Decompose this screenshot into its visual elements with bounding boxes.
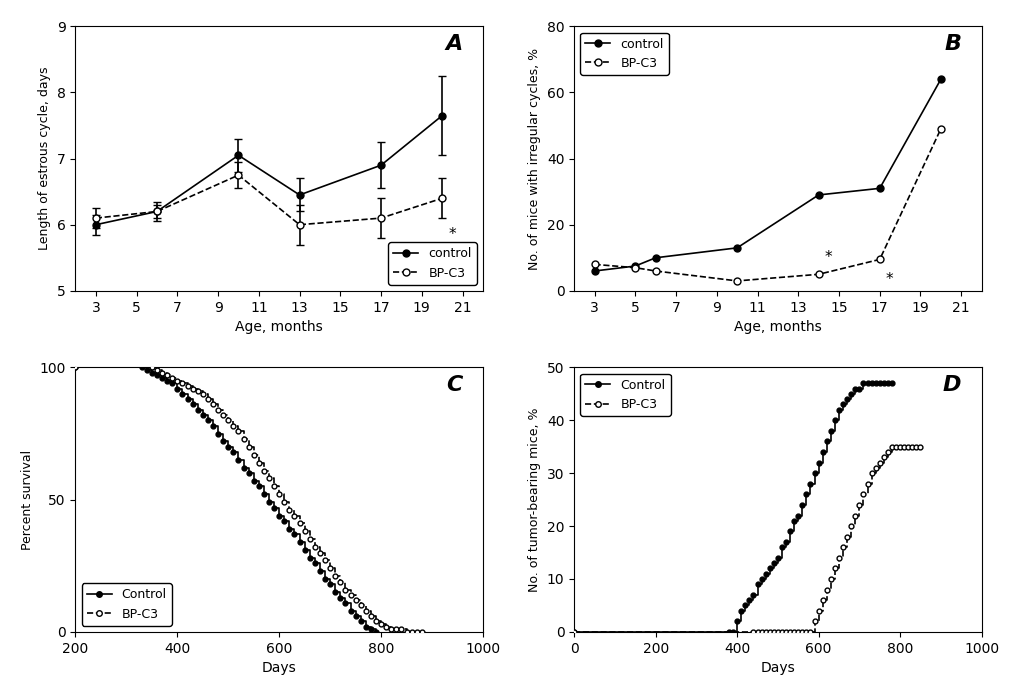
Y-axis label: No. of tumor-bearing mice, %: No. of tumor-bearing mice, % <box>528 407 541 592</box>
Text: B: B <box>944 34 960 54</box>
Text: D: D <box>942 375 960 395</box>
X-axis label: Days: Days <box>760 661 795 675</box>
Y-axis label: No. of mice with irregular cycles, %: No. of mice with irregular cycles, % <box>528 47 541 269</box>
X-axis label: Age, months: Age, months <box>734 320 821 334</box>
Y-axis label: Length of estrous cycle, days: Length of estrous cycle, days <box>39 67 51 251</box>
Text: *: * <box>884 271 893 287</box>
Legend: Control, BP-C3: Control, BP-C3 <box>82 583 171 626</box>
X-axis label: Age, months: Age, months <box>235 320 323 334</box>
Legend: control, BP-C3: control, BP-C3 <box>388 242 476 285</box>
Text: *: * <box>448 227 455 242</box>
Legend: Control, BP-C3: Control, BP-C3 <box>580 374 669 416</box>
Y-axis label: Percent survival: Percent survival <box>20 450 34 550</box>
Text: *: * <box>824 251 832 265</box>
Text: A: A <box>445 34 462 54</box>
X-axis label: Days: Days <box>262 661 297 675</box>
Text: C: C <box>445 375 462 395</box>
Legend: control, BP-C3: control, BP-C3 <box>580 33 668 75</box>
